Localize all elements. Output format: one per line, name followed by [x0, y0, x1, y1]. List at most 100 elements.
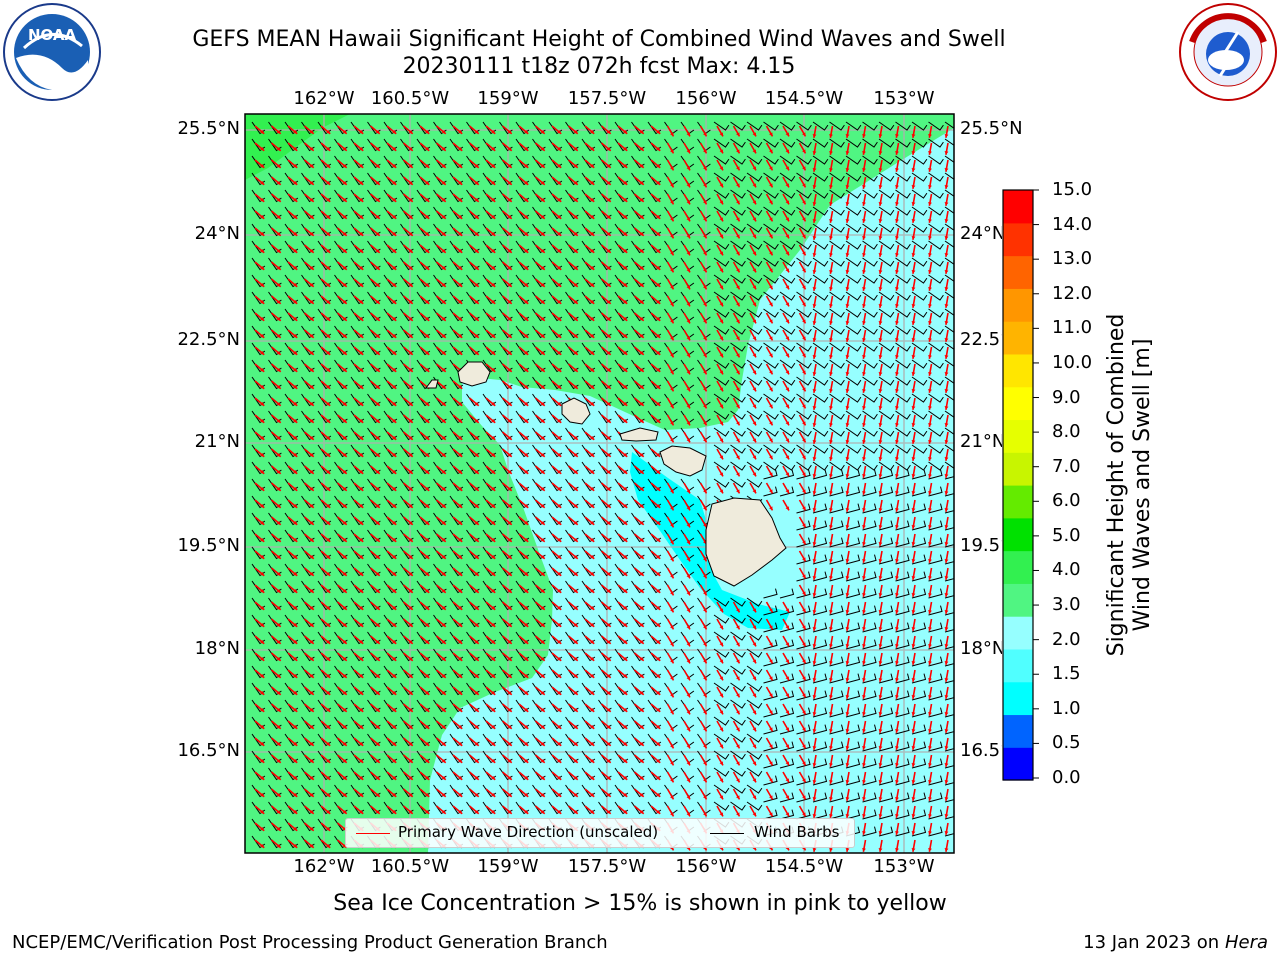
wind-barb [482, 240, 497, 254]
wind-barb [829, 138, 845, 148]
wind-barb [565, 240, 579, 254]
wind-barb [911, 537, 927, 548]
wave-arrow-head [606, 538, 611, 542]
wind-barb [812, 410, 829, 420]
wave-arrow-head [878, 355, 883, 359]
wave-arrow-head [928, 627, 932, 631]
wave-arrow-head [656, 589, 661, 593]
wind-barb [581, 801, 596, 815]
wind-barb [598, 563, 612, 577]
wind-barb [746, 682, 763, 692]
wind-barb [631, 597, 645, 611]
wind-barb [268, 478, 282, 492]
wave-arrow-head [491, 232, 496, 236]
wind-barb [350, 172, 365, 186]
wind-barb [565, 580, 579, 594]
wind-barb [499, 614, 513, 628]
wave-arrow-head [845, 423, 850, 427]
wind-barb [845, 274, 862, 284]
wind-barb [911, 622, 927, 633]
wave-arrow-head [342, 742, 347, 746]
wind-barb [944, 561, 954, 565]
wave-arrow-head [342, 623, 347, 627]
wind-barb [268, 699, 282, 713]
wave-arrow-head [719, 149, 723, 154]
wave-arrow-head [507, 691, 512, 695]
wave-arrow-head [911, 746, 916, 750]
wave-arrow-head [276, 317, 281, 321]
wind-barb [284, 308, 299, 322]
wind-barb [268, 359, 282, 373]
wind-barb [400, 631, 414, 645]
wind-barb [730, 274, 746, 284]
wave-arrow-head [392, 742, 397, 746]
wave-arrow-head [491, 504, 496, 508]
wind-barb [614, 138, 629, 152]
wind-barb [466, 308, 480, 322]
wind-barb [763, 622, 778, 633]
wind-barb [763, 223, 779, 233]
wave-arrow-head [895, 610, 899, 614]
wind-barb [845, 444, 862, 454]
wave-arrow-head [802, 268, 806, 273]
wind-barb [466, 240, 480, 254]
wave-arrow-head [507, 504, 512, 508]
wind-barb [301, 172, 315, 186]
wind-barb [895, 673, 910, 684]
wind-barb [350, 529, 365, 543]
wave-arrow-head [375, 623, 380, 627]
wave-arrow-head [491, 351, 496, 355]
wave-arrow-head [736, 744, 740, 749]
wave-arrow-head [408, 232, 413, 236]
wave-arrow-head [392, 300, 397, 304]
wind-barb [647, 546, 662, 560]
wave-arrow-head [862, 134, 866, 138]
wave-arrow-head [474, 487, 479, 491]
wave-arrow-head [293, 249, 298, 253]
wind-barb [251, 784, 266, 798]
wave-arrow-head [590, 385, 595, 389]
wind-barb [878, 758, 894, 769]
wave-arrow-head [309, 521, 314, 525]
wave-arrow-head [769, 285, 773, 290]
wind-barb [433, 155, 447, 169]
wave-arrow-head [895, 491, 899, 495]
wind-barb [301, 427, 315, 441]
wave-arrow-head [425, 164, 430, 168]
wave-arrow-head [686, 761, 690, 766]
wave-arrow-head [829, 304, 833, 308]
wave-arrow-head [458, 436, 463, 440]
wave-arrow-head [606, 487, 611, 491]
wind-barb [713, 410, 730, 420]
wind-barb [532, 444, 546, 458]
wave-arrow-head [474, 249, 479, 253]
wind-barb [895, 155, 911, 165]
wave-arrow-head [802, 642, 806, 647]
wind-barb [598, 138, 612, 152]
wave-arrow-head [474, 232, 479, 236]
wind-barb [598, 784, 612, 798]
wind-barb [812, 155, 829, 165]
wind-barb [515, 376, 530, 390]
wave-arrow-head [944, 457, 949, 461]
wind-barb [334, 597, 348, 611]
wind-barb [647, 478, 662, 492]
wave-arrow-head [752, 387, 756, 392]
wave-arrow-head [408, 419, 413, 423]
wave-arrow-head [812, 508, 817, 512]
wind-barb [482, 580, 497, 594]
wave-arrow-head [309, 640, 314, 644]
wave-arrow-head [606, 164, 611, 168]
wave-arrow-head [491, 368, 496, 372]
wind-barb [647, 733, 662, 747]
wind-barb [532, 631, 546, 645]
wave-arrow-head [911, 440, 916, 444]
wind-barb [614, 801, 629, 815]
wind-barb [598, 410, 612, 424]
wave-arrow-head [928, 355, 932, 359]
wave-arrow-head [276, 742, 281, 746]
wind-barb [598, 682, 612, 696]
wind-barb [515, 614, 530, 628]
wind-barb [598, 665, 612, 679]
wave-arrow-head [639, 725, 644, 729]
